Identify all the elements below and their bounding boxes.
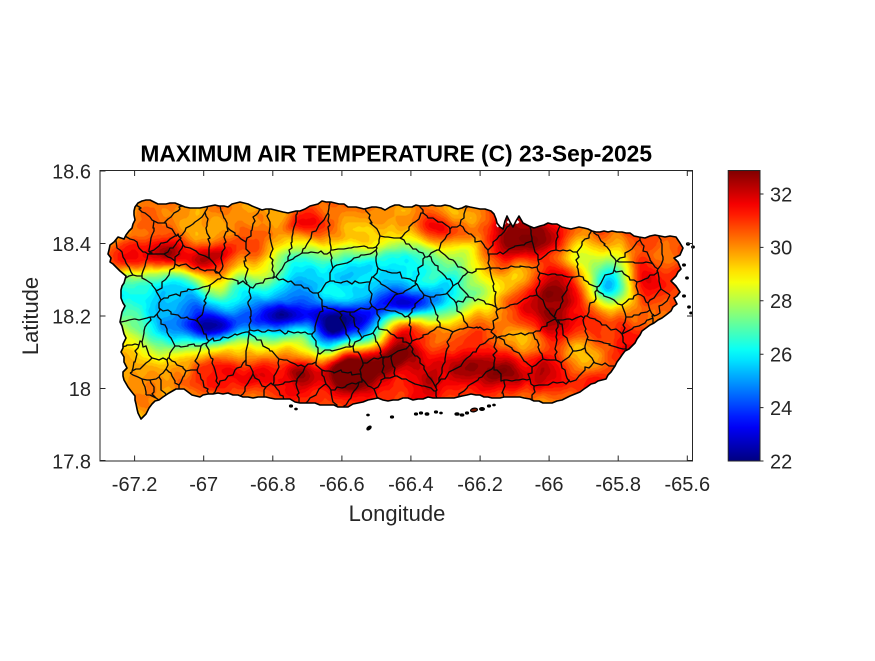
- svg-text:-66: -66: [535, 474, 564, 496]
- svg-text:32: 32: [770, 184, 792, 206]
- svg-text:30: 30: [770, 238, 792, 260]
- svg-text:17.8: 17.8: [52, 451, 91, 473]
- svg-text:28: 28: [770, 291, 792, 313]
- svg-text:18.4: 18.4: [52, 234, 91, 256]
- svg-text:-66.2: -66.2: [457, 474, 503, 496]
- svg-text:18.2: 18.2: [52, 306, 91, 328]
- svg-text:18: 18: [69, 379, 91, 401]
- svg-text:-66.8: -66.8: [250, 474, 296, 496]
- svg-text:-66.6: -66.6: [319, 474, 365, 496]
- svg-text:-67: -67: [189, 474, 218, 496]
- svg-text:-65.8: -65.8: [595, 474, 641, 496]
- svg-text:26: 26: [770, 345, 792, 367]
- svg-text:-66.4: -66.4: [388, 474, 434, 496]
- svg-text:MAXIMUM AIR TEMPERATURE (C) 23: MAXIMUM AIR TEMPERATURE (C) 23-Sep-2025: [140, 141, 652, 167]
- svg-text:-65.6: -65.6: [665, 474, 711, 496]
- svg-text:Latitude: Latitude: [18, 277, 43, 355]
- svg-text:22: 22: [770, 451, 792, 473]
- svg-text:Longitude: Longitude: [349, 501, 446, 526]
- svg-text:18.6: 18.6: [52, 161, 91, 183]
- svg-text:24: 24: [770, 398, 792, 420]
- svg-text:-67.2: -67.2: [112, 474, 158, 496]
